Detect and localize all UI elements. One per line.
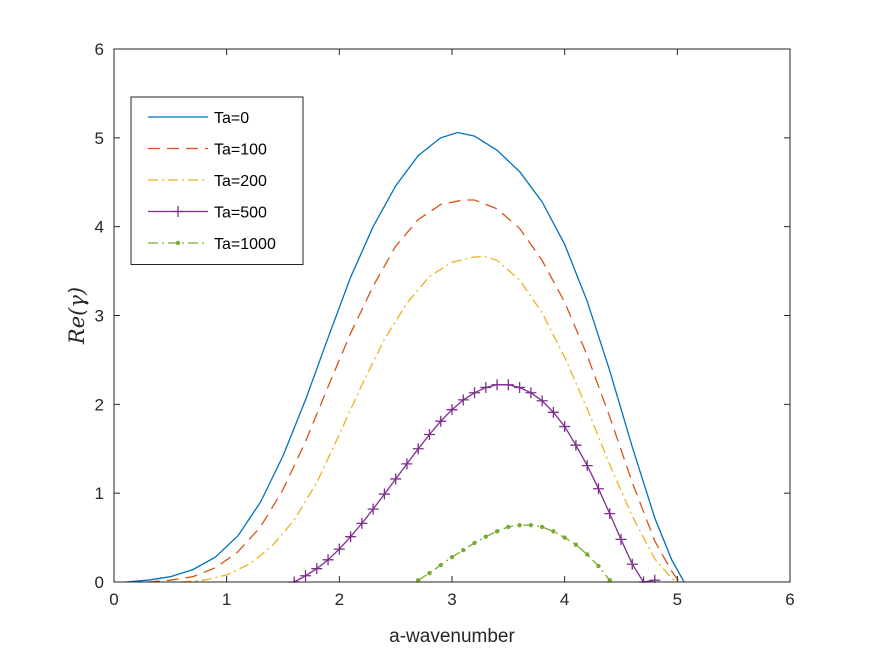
series-3-point-15	[457, 394, 469, 406]
series-3-point-22	[536, 395, 548, 407]
series-4-point-12	[551, 529, 556, 534]
series-3-point-21	[525, 387, 537, 399]
series-3	[288, 379, 661, 583]
series-1	[147, 199, 681, 583]
legend-label-1: Ta=100	[214, 142, 267, 159]
series-3-point-25	[570, 439, 582, 451]
axes-layer: 0 1 2 3 4 5 6 0 1 2 3 4 5 6	[95, 40, 795, 609]
series-layer	[125, 131, 685, 583]
series-3-point-9	[390, 473, 402, 485]
legend-label-3: Ta=500	[214, 205, 267, 222]
series-3-point-2	[311, 563, 323, 575]
series-line-1	[147, 199, 681, 583]
y-tick-label-6: 6	[95, 40, 104, 59]
series-3-point-27	[592, 483, 604, 495]
series-3-point-29	[615, 533, 627, 545]
series-3-point-20	[514, 381, 526, 393]
series-3-point-18	[491, 379, 503, 391]
series-4-point-5	[472, 540, 477, 546]
legend-label-0: Ta=0	[214, 110, 249, 127]
series-4-point-0	[416, 578, 421, 583]
series-0	[125, 131, 685, 583]
series-4-point-7	[494, 529, 500, 534]
legend-item-0: Ta=0	[148, 110, 249, 127]
series-4-point-4	[461, 547, 466, 553]
series-3-point-14	[446, 404, 458, 416]
series-4-point-1	[427, 570, 432, 576]
series-4-point-8	[506, 524, 511, 530]
series-2	[181, 256, 678, 583]
series-4-point-6	[483, 534, 488, 539]
y-tick-label-5: 5	[95, 129, 104, 148]
series-4-point-3	[449, 554, 455, 560]
y-tick-label-3: 3	[95, 307, 104, 326]
series-4-point-16	[596, 563, 601, 569]
series-3-point-10	[401, 458, 413, 470]
legend-marker-4	[175, 240, 181, 246]
series-4	[416, 522, 612, 583]
series-line-2	[181, 256, 678, 583]
y-axis-label: Re(γ)	[65, 287, 89, 345]
x-tick-label-3: 3	[447, 590, 456, 609]
series-3-point-30	[626, 558, 638, 570]
legend-label-2: Ta=200	[214, 173, 267, 190]
series-3-point-19	[502, 379, 514, 391]
legend: Ta=0 Ta=100 Ta=200 Ta=500 Ta=1000	[130, 96, 304, 265]
series-3-point-7	[367, 503, 379, 515]
x-tick-label-2: 2	[335, 590, 344, 609]
legend-item-2: Ta=200	[148, 173, 267, 190]
x-tick-label-6: 6	[785, 590, 794, 609]
y-tick-label-0: 0	[95, 573, 104, 592]
series-4-point-14	[573, 542, 579, 547]
legend-label-4: Ta=1000	[214, 236, 276, 253]
series-3-point-26	[581, 460, 593, 472]
legend-marker-3	[172, 206, 184, 217]
series-3-point-6	[356, 517, 368, 529]
series-4-point-15	[585, 552, 590, 557]
series-3-point-13	[435, 415, 447, 427]
x-tick-label-0: 0	[109, 590, 118, 609]
series-3-point-3	[322, 554, 334, 566]
x-tick-label-4: 4	[560, 590, 569, 609]
legend-box	[130, 96, 304, 265]
series-4-point-13	[562, 535, 567, 540]
series-3-point-17	[480, 381, 492, 393]
x-tick-label-5: 5	[673, 590, 682, 609]
series-3-point-4	[333, 543, 345, 555]
series-3-point-24	[559, 421, 571, 433]
y-tick-label-1: 1	[95, 484, 104, 503]
series-3-point-32	[649, 574, 661, 583]
x-tick-label-1: 1	[222, 590, 231, 609]
x-axis-label: a-wavenumber	[389, 626, 515, 647]
series-4-point-9	[517, 522, 522, 528]
series-3-point-11	[412, 443, 424, 455]
legend-item-1: Ta=100	[148, 142, 267, 159]
series-4-point-2	[438, 562, 443, 568]
legend-item-4: Ta=1000	[148, 236, 276, 253]
series-3-point-12	[423, 429, 435, 441]
y-tick-label-4: 4	[95, 218, 104, 237]
series-4-point-17	[607, 578, 612, 583]
y-tick-label-2: 2	[95, 395, 104, 414]
legend-item-3: Ta=500	[148, 205, 267, 222]
series-3-point-8	[378, 488, 390, 500]
series-3-point-5	[345, 531, 357, 543]
series-3-point-23	[547, 406, 559, 418]
series-3-point-16	[469, 387, 481, 399]
series-4-point-11	[539, 524, 545, 530]
series-3-point-28	[604, 508, 616, 520]
series-3-point-1	[300, 570, 312, 582]
series-line-0	[125, 131, 685, 583]
series-4-point-10	[528, 522, 534, 528]
